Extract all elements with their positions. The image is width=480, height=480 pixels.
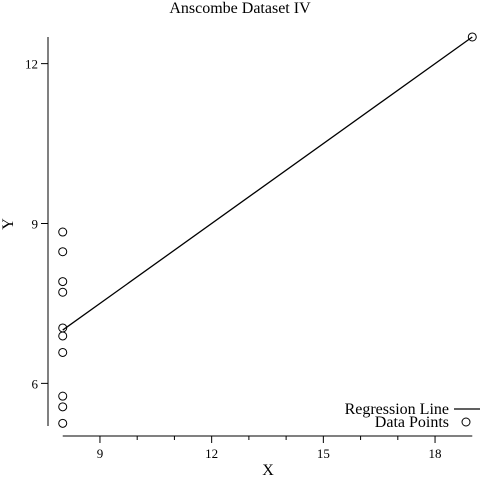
data-point-10 <box>58 331 68 341</box>
data-point-9 <box>58 277 68 287</box>
x-tick-label-12: 12 <box>205 446 218 461</box>
data-point-2 <box>58 287 68 297</box>
y-tick-label-9: 9 <box>32 217 39 232</box>
data-point-1 <box>58 391 68 401</box>
plot-marks <box>58 32 477 428</box>
ticks: 9 12 15 18 6 9 12 <box>25 57 442 461</box>
data-point-7 <box>467 32 477 42</box>
y-tick-label-6: 6 <box>32 376 39 391</box>
regression-line <box>62 36 473 331</box>
y-tick-label-12: 12 <box>25 57 38 72</box>
legend-label-regression-line: Regression Line <box>345 401 449 418</box>
legend: Regression Line Data Points <box>345 401 480 431</box>
x-axis-label: X <box>262 462 274 479</box>
x-tick-label-15: 15 <box>317 446 330 461</box>
legend-swatch-data-points <box>461 417 471 427</box>
legend-label-data-points: Data Points <box>375 414 449 431</box>
y-axis-label: Y <box>0 218 17 230</box>
x-tick-label-9: 9 <box>97 446 104 461</box>
chart-title: Anscombe Dataset IV <box>169 0 311 17</box>
data-point-3 <box>58 227 68 237</box>
data-point-8 <box>58 402 68 412</box>
axes <box>47 36 473 437</box>
data-point-4 <box>58 247 68 257</box>
data-point-0 <box>58 347 68 357</box>
data-point-6 <box>58 418 68 428</box>
x-tick-label-18: 18 <box>429 446 442 461</box>
